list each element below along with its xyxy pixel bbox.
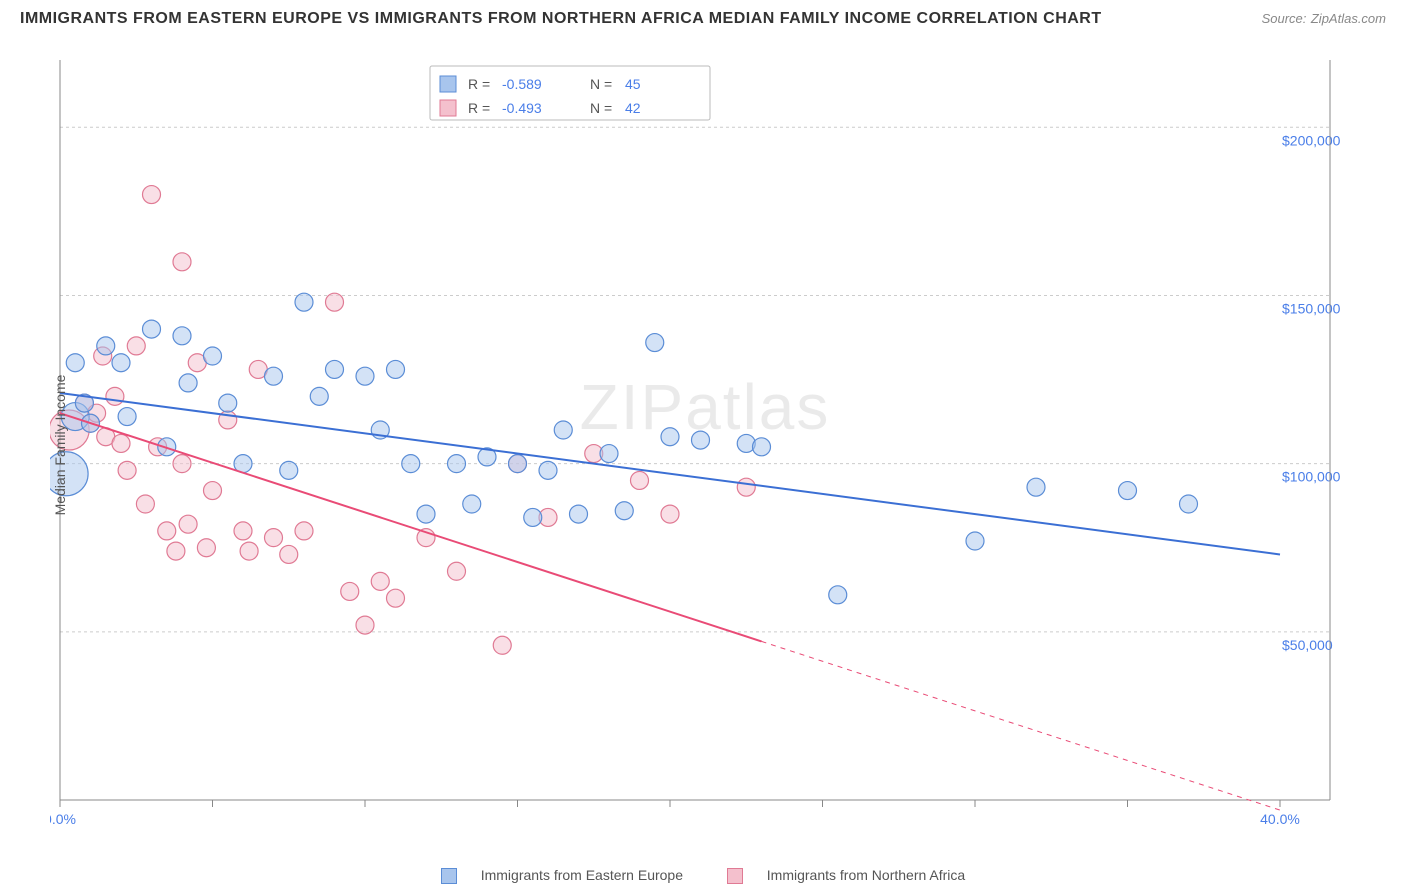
data-point <box>356 616 374 634</box>
data-point <box>280 545 298 563</box>
data-point <box>143 320 161 338</box>
data-point <box>118 408 136 426</box>
data-point <box>600 445 618 463</box>
data-point <box>66 354 84 372</box>
x-tick-label: 0.0% <box>50 811 76 827</box>
data-point <box>173 327 191 345</box>
data-point <box>265 367 283 385</box>
data-point <box>631 471 649 489</box>
legend-n-label: N = <box>590 100 612 116</box>
data-point <box>737 478 755 496</box>
data-point <box>417 505 435 523</box>
legend-swatch <box>440 76 456 92</box>
data-point <box>310 387 328 405</box>
data-point <box>240 542 258 560</box>
y-tick-label: $50,000 <box>1282 637 1333 653</box>
legend-item-series-1: Immigrants from Northern Africa <box>717 867 975 883</box>
source-label: Source: <box>1262 11 1307 26</box>
legend-r-label: R = <box>468 100 490 116</box>
data-point <box>661 505 679 523</box>
data-point <box>570 505 588 523</box>
data-point <box>463 495 481 513</box>
data-point <box>1027 478 1045 496</box>
bottom-legend: Immigrants from Eastern Europe Immigrant… <box>0 867 1406 884</box>
y-tick-label: $150,000 <box>1282 300 1341 316</box>
data-point <box>554 421 572 439</box>
data-point <box>326 293 344 311</box>
data-point <box>280 461 298 479</box>
data-point <box>402 455 420 473</box>
data-point <box>646 334 664 352</box>
legend-r-value: -0.493 <box>502 100 542 116</box>
data-point <box>173 455 191 473</box>
data-point <box>136 495 154 513</box>
source-value: ZipAtlas.com <box>1311 11 1386 26</box>
legend-r-value: -0.589 <box>502 76 542 92</box>
source: Source: ZipAtlas.com <box>1262 10 1386 28</box>
chart-container: Median Family Income ZIPatlas $50,000$10… <box>50 60 1360 830</box>
scatter-chart: $50,000 $100,000 $150,000 $200,000 0.0% 40.0%… <box>50 60 1360 830</box>
data-point <box>661 428 679 446</box>
data-point <box>204 347 222 365</box>
x-tick-label: 40.0% <box>1260 811 1300 827</box>
data-point <box>265 529 283 547</box>
y-tick-label: $100,000 <box>1282 469 1341 485</box>
data-point <box>524 508 542 526</box>
legend-swatch-0 <box>441 868 457 884</box>
data-point <box>966 532 984 550</box>
trend-line-dashed <box>762 641 1281 810</box>
data-point <box>179 374 197 392</box>
data-point <box>167 542 185 560</box>
legend-n-label: N = <box>590 76 612 92</box>
legend-n-value: 45 <box>625 76 641 92</box>
data-point <box>106 387 124 405</box>
data-point <box>234 522 252 540</box>
data-point <box>371 572 389 590</box>
legend-item-series-0: Immigrants from Eastern Europe <box>431 867 697 883</box>
data-point <box>143 186 161 204</box>
data-point <box>387 360 405 378</box>
y-tick-label: $200,000 <box>1282 132 1341 148</box>
data-point <box>387 589 405 607</box>
legend-label-1: Immigrants from Northern Africa <box>767 867 965 883</box>
data-point <box>493 636 511 654</box>
data-point <box>753 438 771 456</box>
data-point <box>112 354 130 372</box>
data-point <box>127 337 145 355</box>
data-point <box>219 394 237 412</box>
data-point <box>295 293 313 311</box>
legend-swatch-1 <box>727 868 743 884</box>
data-point <box>295 522 313 540</box>
data-point <box>509 455 527 473</box>
data-point <box>615 502 633 520</box>
data-point <box>448 562 466 580</box>
y-axis-label: Median Family Income <box>52 375 68 516</box>
data-point <box>692 431 710 449</box>
data-point <box>179 515 197 533</box>
data-point <box>448 455 466 473</box>
legend-label-0: Immigrants from Eastern Europe <box>481 867 683 883</box>
data-point <box>356 367 374 385</box>
data-point <box>341 582 359 600</box>
data-point <box>173 253 191 271</box>
data-point <box>112 434 130 452</box>
data-point <box>539 461 557 479</box>
legend-swatch <box>440 100 456 116</box>
data-point <box>326 360 344 378</box>
data-point <box>197 539 215 557</box>
data-point <box>1180 495 1198 513</box>
legend-r-label: R = <box>468 76 490 92</box>
data-point <box>118 461 136 479</box>
legend-n-value: 42 <box>625 100 641 116</box>
data-point <box>204 482 222 500</box>
data-point <box>158 522 176 540</box>
data-point <box>829 586 847 604</box>
data-point <box>97 337 115 355</box>
chart-title: IMMIGRANTS FROM EASTERN EUROPE VS IMMIGR… <box>20 10 1102 28</box>
data-point <box>1119 482 1137 500</box>
